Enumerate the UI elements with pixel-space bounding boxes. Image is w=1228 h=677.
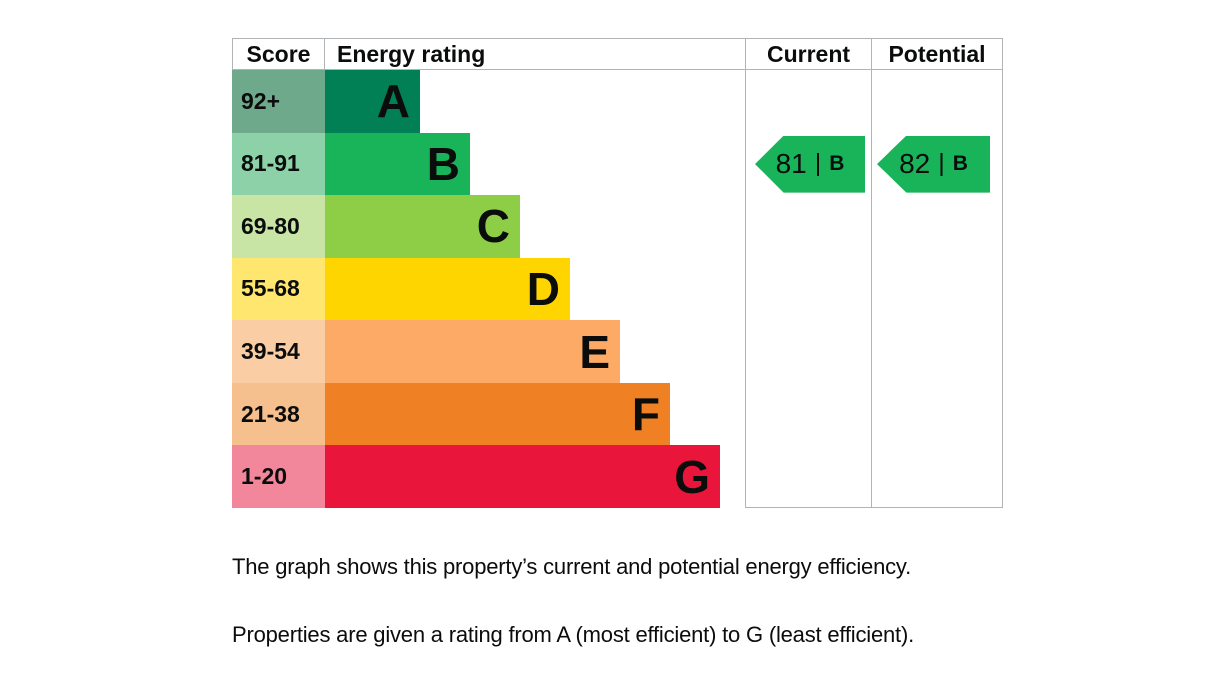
band-score-label: 92+: [232, 70, 325, 133]
band-row: 1-20 G: [232, 445, 1003, 508]
current-rating-band: B: [829, 152, 845, 176]
band-score-label: 1-20: [232, 445, 325, 508]
epc-rows: 92+ A 81-91 B 69-80 C 55-68 D 39-54 E 21…: [232, 70, 1003, 508]
potential-rating-band: B: [952, 152, 968, 176]
band-letter: C: [476, 200, 510, 253]
band-letter: F: [631, 388, 660, 441]
band-score-label: 69-80: [232, 195, 325, 258]
header-potential-label: Potential: [871, 39, 1003, 69]
band-bar: D: [325, 257, 570, 321]
description-line-2: Properties are given a rating from A (mo…: [232, 622, 914, 647]
band-score-label: 21-38: [232, 382, 325, 446]
band-score-label: 39-54: [232, 320, 325, 383]
band-letter: E: [579, 325, 610, 378]
current-rating-separator: |: [814, 148, 822, 177]
band-letter: D: [526, 262, 560, 315]
band-score-label: 55-68: [232, 257, 325, 321]
current-rating-value: 81: [775, 148, 807, 180]
band-row: 39-54 E: [232, 320, 1003, 383]
potential-rating-value: 82: [899, 148, 931, 180]
band-bar: A: [325, 70, 420, 133]
band-row: 81-91 B: [232, 132, 1003, 196]
band-bar: F: [325, 382, 670, 446]
band-bar: E: [325, 320, 620, 383]
header-row: Score Energy rating Current Potential: [232, 38, 1003, 70]
band-letter: A: [376, 75, 410, 128]
epc-chart: Score Energy rating Current Potential 92…: [232, 38, 1003, 508]
band-row: 69-80 C: [232, 195, 1003, 258]
band-bar: G: [325, 445, 720, 508]
band-score-label: 81-91: [232, 132, 325, 196]
band-row: 21-38 F: [232, 382, 1003, 446]
band-letter: G: [674, 450, 710, 503]
header-rating-label: Energy rating: [337, 41, 486, 67]
potential-rating-separator: |: [938, 148, 945, 177]
band-row: 55-68 D: [232, 257, 1003, 321]
description-line-1: The graph shows this property’s current …: [232, 554, 911, 579]
band-row: 92+ A: [232, 70, 1003, 133]
band-bar: B: [325, 132, 470, 196]
band-letter: B: [426, 137, 460, 190]
header-score-label: Score: [232, 39, 325, 69]
band-bar: C: [325, 195, 520, 258]
header-current-label: Current: [745, 39, 871, 69]
